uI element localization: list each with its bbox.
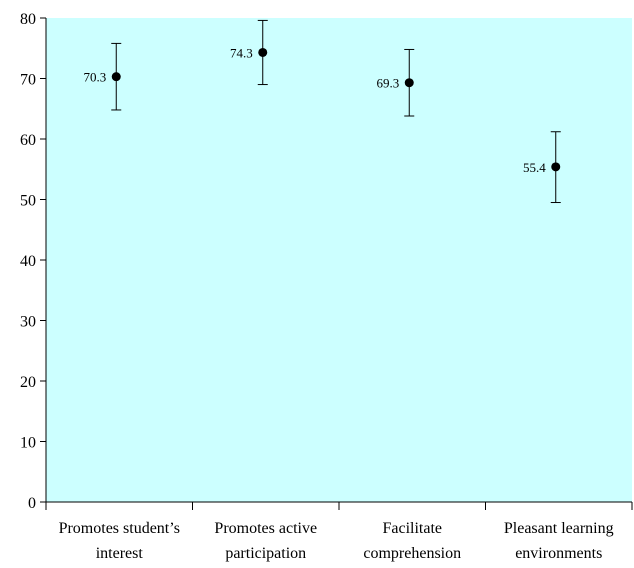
x-category-label-line: environments (515, 545, 602, 562)
y-axis-ticks: 0 10 20 30 40 50 60 70 80 (20, 11, 46, 512)
y-tick-label: 60 (20, 132, 36, 149)
x-category-label-line: Promotes student’s (59, 520, 180, 537)
data-point-group: 74.3 (230, 19, 268, 86)
y-tick-label: 30 (20, 314, 36, 331)
data-point-marker (404, 78, 414, 88)
y-tick-label: 10 (20, 435, 36, 452)
x-category-label: Promotes student’s interest (59, 520, 180, 562)
data-value-label: 69.3 (377, 76, 400, 91)
data-point-group: 70.3 (84, 42, 122, 111)
x-category-label: Promotes active participation (214, 520, 317, 562)
y-tick-label: 80 (20, 11, 36, 28)
data-value-label: 74.3 (230, 45, 253, 60)
data-point-marker (111, 72, 121, 82)
y-tick-label: 40 (20, 253, 36, 270)
x-axis-category-labels: Promotes student’s interest Promotes activ… (59, 520, 614, 562)
x-category-label-line: Facilitate (382, 520, 442, 537)
data-points: 70.3 74.3 69.3 55.4 (84, 19, 561, 204)
data-point-marker (258, 47, 268, 57)
y-tick-label: 50 (20, 193, 36, 210)
data-point-group: 69.3 (377, 48, 415, 117)
data-value-label: 70.3 (84, 70, 107, 85)
x-category-label-line: Pleasant learning (504, 520, 614, 537)
y-tick-label: 0 (28, 495, 36, 512)
y-tick-label: 70 (20, 72, 36, 89)
x-category-label: Facilitate comprehension (363, 520, 461, 562)
data-point-marker (551, 162, 561, 172)
data-value-label: 55.4 (523, 160, 546, 175)
data-point-group: 55.4 (523, 131, 561, 204)
x-category-label: Pleasant learning environments (504, 520, 614, 562)
x-category-label-line: comprehension (363, 545, 461, 562)
plot-area (46, 18, 632, 502)
x-category-label-line: participation (225, 545, 306, 562)
x-category-label-line: Promotes active (214, 520, 317, 537)
y-tick-label: 20 (20, 374, 36, 391)
x-category-label-line: interest (96, 545, 144, 562)
